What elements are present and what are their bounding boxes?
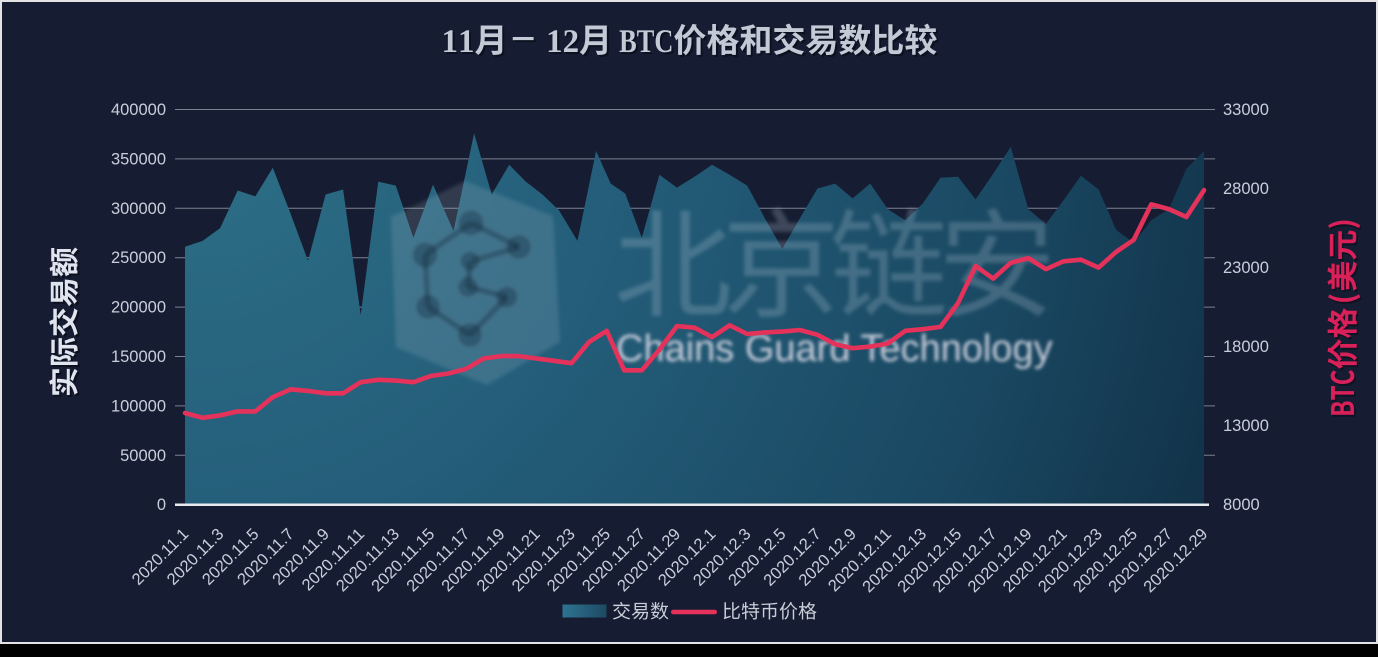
svg-text:23000: 23000: [1223, 259, 1269, 277]
svg-text:8000: 8000: [1223, 496, 1260, 514]
svg-text:33000: 33000: [1223, 101, 1269, 119]
svg-text:200000: 200000: [111, 299, 166, 317]
svg-text:50000: 50000: [120, 447, 166, 465]
svg-text:250000: 250000: [111, 249, 166, 267]
svg-text:400000: 400000: [111, 101, 166, 119]
svg-text:350000: 350000: [111, 150, 166, 168]
svg-text:100000: 100000: [111, 397, 166, 415]
svg-text:300000: 300000: [111, 200, 166, 218]
svg-text:0: 0: [157, 496, 166, 514]
svg-text:Chains Guard Technology: Chains Guard Technology: [616, 328, 1053, 370]
svg-text:28000: 28000: [1223, 180, 1269, 198]
svg-text:150000: 150000: [111, 348, 166, 366]
svg-text:18000: 18000: [1223, 338, 1269, 356]
svg-text:13000: 13000: [1223, 417, 1269, 435]
